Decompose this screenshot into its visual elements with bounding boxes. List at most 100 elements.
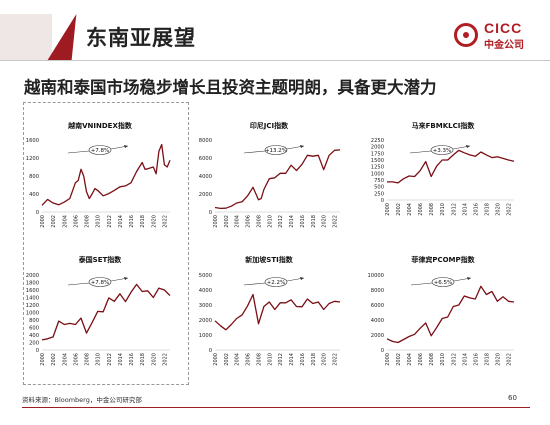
x-tick-label: 2010: [267, 353, 273, 366]
x-tick-label: 2010: [440, 353, 446, 366]
x-tick-label: 2014: [118, 215, 124, 228]
series-line: [214, 293, 341, 331]
x-tick-label: 2012: [107, 353, 113, 366]
x-tick-label: 2018: [484, 203, 490, 216]
x-tick-label: 2004: [235, 353, 241, 366]
chart-panel-5: 新加坡STI指数 0 1000 2000 3000 4000 5000 2000 2002 200…: [199, 255, 341, 366]
footer-divider: [22, 407, 530, 408]
x-tick-label: 2006: [246, 215, 252, 228]
trend-arrow-tail: [67, 150, 90, 154]
y-tick-label: 2000: [199, 318, 212, 324]
header-divider: [0, 60, 550, 61]
trend-arrow-tail: [410, 282, 433, 286]
y-tick-label: 4000: [199, 288, 212, 294]
x-tick-label: 2018: [311, 215, 317, 228]
growth-label: +7.8%: [91, 280, 110, 286]
x-tick-label: 2012: [451, 203, 457, 216]
y-tick-label: 4000: [371, 318, 384, 324]
x-tick-label: 2014: [462, 353, 468, 366]
trend-arrow-head-icon: [300, 277, 304, 280]
y-tick-label: 2000: [199, 192, 212, 198]
x-tick-label: 2014: [289, 215, 295, 228]
y-tick-label: 0: [209, 348, 212, 354]
y-tick-label: 0: [381, 348, 384, 354]
y-tick-label: 1800: [26, 281, 39, 287]
series-line: [214, 149, 341, 210]
x-tick-label: 2000: [40, 215, 46, 228]
y-tick-label: 8000: [371, 288, 384, 294]
x-tick-label: 2016: [129, 353, 135, 366]
chart-title: 新加坡STI指数: [245, 255, 293, 264]
growth-label: +6.5%: [434, 280, 453, 286]
x-tick-label: 2020: [495, 203, 501, 216]
x-tick-label: 2000: [385, 353, 391, 366]
x-tick-label: 2006: [73, 353, 79, 366]
logo-text-en: CICC: [484, 20, 523, 36]
x-tick-label: 2004: [407, 203, 413, 216]
chart-panel-1: 越南VNINDEX指数 0 400 800 1200 1600 2000 2002 2004 20…: [26, 121, 171, 228]
x-tick-label: 2006: [73, 215, 79, 228]
header-accent-block: [0, 14, 52, 60]
y-tick-label: 400: [29, 192, 39, 198]
x-tick-label: 2006: [418, 203, 424, 216]
x-tick-label: 2016: [300, 215, 306, 228]
y-tick-label: 0: [209, 210, 212, 216]
y-tick-label: 800: [29, 318, 39, 324]
y-tick-label: 400: [29, 333, 39, 339]
growth-oval: [88, 277, 112, 287]
growth-oval: [264, 145, 288, 155]
x-tick-label: 2006: [246, 353, 252, 366]
trend-arrow-head-icon: [466, 145, 470, 148]
x-tick-label: 2016: [300, 353, 306, 366]
growth-oval: [264, 277, 288, 287]
y-tick-label: 0: [36, 348, 39, 354]
trend-arrow-head-icon: [300, 145, 304, 148]
y-tick-label: 250: [374, 191, 384, 197]
x-tick-label: 2008: [256, 353, 262, 366]
chart-title: 菲律宾PCOMP指数: [411, 255, 475, 264]
chart-title: 印尼JCI指数: [250, 121, 289, 130]
x-tick-label: 2010: [440, 203, 446, 216]
y-tick-label: 2000: [371, 333, 384, 339]
growth-oval: [430, 145, 454, 155]
x-tick-label: 2010: [267, 215, 273, 228]
y-tick-label: 5000: [199, 273, 212, 279]
y-tick-label: 8000: [199, 138, 212, 144]
trend-arrow-tail: [409, 150, 432, 154]
chart-title: 越南VNINDEX指数: [67, 121, 133, 130]
x-tick-label: 2002: [51, 215, 57, 228]
y-tick-label: 3000: [199, 303, 212, 309]
cicc-logo-icon: [454, 23, 478, 47]
series-line: [387, 149, 515, 184]
x-tick-label: 2008: [256, 215, 262, 228]
x-tick-label: 2008: [429, 203, 435, 216]
x-tick-label: 2002: [224, 215, 230, 228]
y-tick-label: 1000: [371, 171, 384, 177]
y-tick-label: 10000: [367, 273, 384, 279]
growth-label: +7.8%: [91, 148, 110, 154]
trend-arrow-tail: [67, 282, 90, 286]
growth-oval: [88, 145, 112, 155]
y-tick-label: 1400: [26, 296, 39, 302]
trend-arrow-head-icon: [124, 277, 128, 280]
x-tick-label: 2004: [62, 353, 68, 366]
x-tick-label: 2022: [333, 215, 339, 228]
y-tick-label: 6000: [199, 156, 212, 162]
y-tick-label: 1600: [26, 288, 39, 294]
highlight-box: [23, 102, 189, 385]
x-tick-label: 2020: [322, 353, 328, 366]
x-tick-label: 2016: [473, 203, 479, 216]
slide-subtitle: 越南和泰国市场稳步增长且投资主题明朗，具备更大潜力: [24, 78, 437, 97]
y-tick-label: 200: [29, 341, 39, 347]
x-tick-label: 2004: [62, 215, 68, 228]
y-tick-label: 2000: [371, 145, 384, 151]
x-tick-label: 2000: [385, 203, 391, 216]
x-tick-label: 2012: [451, 353, 457, 366]
y-tick-label: 0: [36, 210, 39, 216]
y-tick-label: 1600: [26, 138, 39, 144]
x-tick-label: 2012: [278, 215, 284, 228]
growth-label: +2.2%: [267, 280, 286, 286]
